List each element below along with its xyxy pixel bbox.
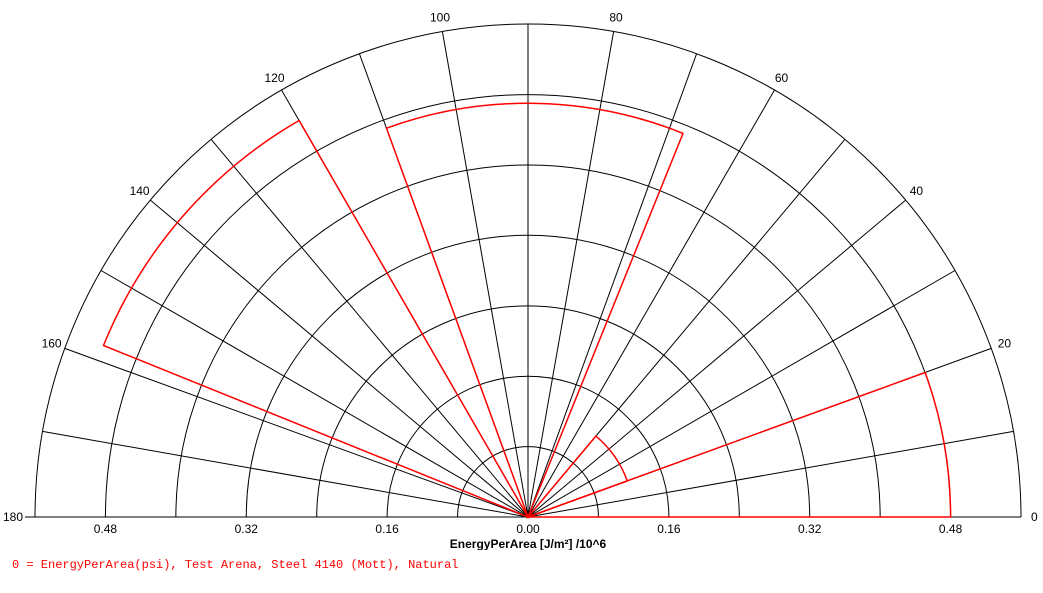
angle-tick-label: 100 [430, 11, 450, 25]
grid-spoke [527, 89, 775, 518]
radial-tick-label: 0.32 [798, 522, 822, 536]
grid-spoke [527, 430, 1014, 518]
grid-spoke [527, 31, 615, 518]
radial-tick-label-center: 0.00 [516, 522, 540, 536]
angle-tick-label: 80 [609, 11, 623, 25]
data-series [102, 102, 952, 520]
grid-spoke [210, 139, 529, 518]
radial-tick-label: 0.48 [939, 522, 963, 536]
grid-spoke [64, 347, 529, 518]
radial-tick-label: 0.32 [235, 522, 259, 536]
radial-tick-label: 0.16 [375, 522, 399, 536]
data-sector [385, 102, 684, 520]
tick-labels: 0 20 40 60 80 100 120 140 160 180 0.48 0.32 0.16 0.00… [3, 11, 1038, 536]
angle-tick-label: 20 [998, 337, 1012, 351]
grid-spoke [527, 199, 906, 518]
radial-tick-label: 0.48 [94, 522, 118, 536]
grid-spoke [527, 270, 956, 518]
radial-tick-label: 0.16 [657, 522, 681, 536]
angle-tick-label: 0 [1031, 510, 1038, 524]
grid-spoke [42, 430, 529, 518]
data-sector [102, 119, 530, 519]
data-sector [527, 371, 952, 518]
polar-chart: 0 20 40 60 80 100 120 140 160 180 0.48 0.32 0.16 0.00… [3, 11, 1038, 550]
angle-tick-label: 120 [264, 71, 284, 85]
grid-spoke [100, 270, 529, 518]
grid-spoke [527, 53, 698, 518]
grid-spoke [150, 199, 529, 518]
angle-tick-label: 60 [775, 71, 789, 85]
polar-grid [25, 23, 1022, 518]
grid-spoke [441, 31, 529, 518]
angle-tick-label: 180 [3, 510, 23, 524]
angle-tick-label: 40 [910, 184, 924, 198]
x-axis-title: EnergyPerArea [J/m²] /10^6 [450, 537, 607, 550]
legend-entry: 0 = EnergyPerArea(psi), Test Arena, Stee… [12, 558, 459, 572]
angle-tick-label: 140 [130, 184, 150, 198]
data-sector [525, 435, 629, 519]
angle-tick-label: 160 [42, 337, 62, 351]
